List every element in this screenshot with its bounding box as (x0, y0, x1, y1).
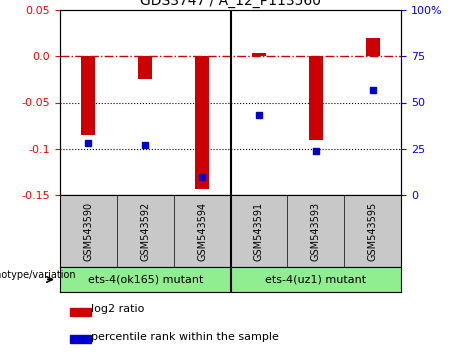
Text: log2 ratio: log2 ratio (91, 304, 144, 314)
Text: ets-4(uz1) mutant: ets-4(uz1) mutant (265, 274, 366, 285)
Bar (195, 56, 209, 189)
Text: ets-4(ok165) mutant: ets-4(ok165) mutant (88, 274, 203, 285)
Title: GDS3747 / A_12_P113560: GDS3747 / A_12_P113560 (140, 0, 321, 7)
Text: GSM543593: GSM543593 (311, 201, 321, 261)
Bar (70, 308, 91, 315)
Bar (81, 56, 95, 135)
Bar (309, 56, 323, 139)
Text: GSM543590: GSM543590 (83, 201, 94, 261)
Bar (252, 52, 266, 56)
Text: percentile rank within the sample: percentile rank within the sample (91, 332, 278, 342)
Bar (138, 56, 152, 79)
Text: GSM543592: GSM543592 (140, 201, 150, 261)
Text: genotype/variation: genotype/variation (0, 269, 76, 280)
Bar (366, 38, 380, 56)
Text: GSM543595: GSM543595 (367, 201, 378, 261)
Text: GSM543594: GSM543594 (197, 201, 207, 261)
Text: GSM543591: GSM543591 (254, 201, 264, 261)
Bar (70, 335, 91, 343)
